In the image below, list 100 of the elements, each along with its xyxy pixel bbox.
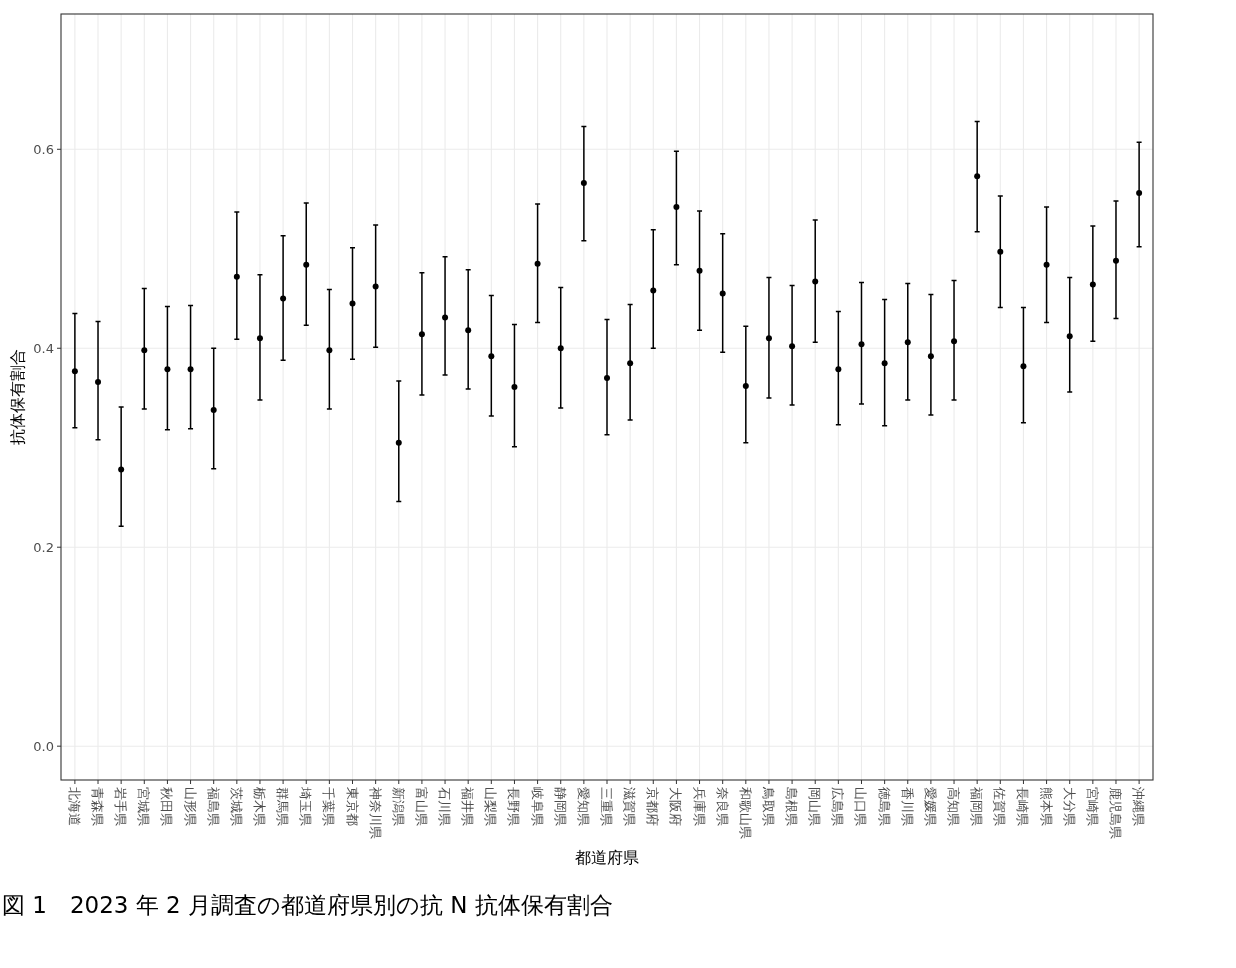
y-tick-label: 0.0	[33, 738, 54, 754]
x-tick-label: 北海道	[66, 787, 82, 826]
point	[488, 353, 495, 360]
point	[372, 283, 379, 290]
x-tick-label: 山形県	[182, 787, 198, 826]
x-tick-label: 岩手県	[113, 787, 129, 826]
point	[418, 331, 425, 338]
point	[1043, 261, 1050, 268]
y-tick-label: 0.6	[33, 141, 54, 157]
point	[71, 368, 78, 375]
x-tick-label: 高知県	[946, 787, 962, 826]
point	[210, 406, 217, 413]
caption: 図 1 2023 年 2 月調査の都道府県別の抗 N 抗体保有割合	[2, 892, 613, 918]
point	[789, 343, 796, 350]
x-tick-label: 静岡県	[552, 787, 568, 826]
x-axis-title: 都道府県	[575, 848, 639, 867]
x-tick-label: 秋田県	[159, 787, 175, 826]
point	[1066, 333, 1073, 340]
point	[187, 366, 194, 373]
x-tick-label: 和歌山県	[737, 787, 753, 839]
point	[881, 360, 888, 367]
x-tick-label: 愛知県	[575, 787, 591, 826]
point	[511, 384, 518, 391]
x-tick-label: 鳥取県	[760, 786, 776, 826]
point	[256, 335, 263, 342]
point	[1020, 363, 1027, 370]
x-tick-label: 山梨県	[483, 787, 499, 826]
point	[326, 347, 333, 354]
point	[951, 338, 958, 345]
point	[858, 341, 865, 348]
x-tick-label: 福島県	[205, 787, 221, 826]
point	[95, 379, 102, 386]
x-tick-label: 岐阜県	[529, 787, 545, 826]
point	[812, 278, 819, 285]
point	[765, 335, 772, 342]
point	[164, 366, 171, 373]
x-tick-label: 徳島県	[876, 787, 892, 826]
x-tick-label: 沖縄県	[1131, 787, 1147, 826]
y-tick-label: 0.4	[33, 340, 54, 356]
point	[673, 203, 680, 210]
point	[118, 466, 125, 473]
point	[1089, 281, 1096, 288]
x-tick-label: 福井県	[460, 787, 476, 826]
x-tick-label: 広島県	[830, 787, 846, 826]
x-tick-label: 宮城県	[136, 787, 152, 826]
point	[1112, 257, 1119, 264]
point	[742, 383, 749, 390]
point	[927, 353, 934, 360]
x-tick-label: 香川県	[899, 787, 915, 826]
x-tick-label: 三重県	[599, 787, 614, 826]
point	[580, 180, 587, 187]
x-tick-label: 富山県	[413, 787, 429, 826]
point	[557, 345, 564, 352]
point	[465, 327, 472, 334]
x-tick-label: 長野県	[506, 787, 522, 826]
y-tick-label: 0.2	[33, 539, 54, 555]
x-tick-label: 鹿児島県	[1107, 787, 1123, 839]
point	[1136, 190, 1143, 197]
x-tick-label: 長崎県	[1015, 787, 1031, 826]
x-tick-label: 兵庫県	[691, 787, 707, 826]
point	[141, 347, 148, 354]
x-tick-label: 青森県	[90, 787, 106, 826]
x-tick-label: 滋賀県	[622, 787, 638, 826]
x-tick-label: 埼玉県	[298, 786, 314, 826]
point	[835, 366, 842, 373]
point	[997, 248, 1004, 255]
x-tick-label: 東京都	[344, 787, 360, 826]
x-tick-label: 山口県	[853, 787, 869, 826]
x-tick-label: 京都府	[645, 787, 661, 826]
point	[604, 375, 610, 382]
point	[627, 360, 634, 367]
x-tick-label: 佐賀県	[992, 787, 1008, 826]
x-tick-label: 大阪府	[668, 787, 684, 826]
x-tick-label: 岡山県	[807, 787, 823, 826]
y-axis-title: 抗体保有割合	[8, 349, 27, 445]
x-tick-label: 宮崎県	[1084, 787, 1100, 826]
point	[696, 267, 703, 274]
x-tick-label: 新潟県	[390, 787, 406, 826]
x-tick-label: 石川県	[437, 787, 453, 826]
x-tick-label: 島根県	[784, 787, 800, 826]
x-tick-label: 神奈川県	[367, 787, 383, 839]
point	[974, 173, 981, 180]
x-tick-label: 福岡県	[969, 787, 985, 826]
point	[442, 314, 449, 321]
x-tick-label: 千葉県	[321, 787, 337, 826]
x-tick-label: 奈良県	[714, 787, 730, 826]
point	[534, 260, 541, 267]
point	[349, 300, 356, 307]
point	[719, 290, 726, 297]
point	[280, 295, 287, 302]
point	[233, 273, 240, 280]
x-tick-label: 大分県	[1061, 787, 1077, 826]
point	[650, 287, 657, 294]
x-tick-label: 愛媛県	[922, 787, 938, 826]
x-tick-label: 群馬県	[275, 787, 291, 826]
point	[904, 339, 911, 346]
x-tick-label: 栃木県	[251, 787, 267, 826]
x-tick-label: 熊本県	[1038, 787, 1054, 826]
x-tick-label: 茨城県	[228, 787, 244, 826]
point	[303, 261, 310, 268]
